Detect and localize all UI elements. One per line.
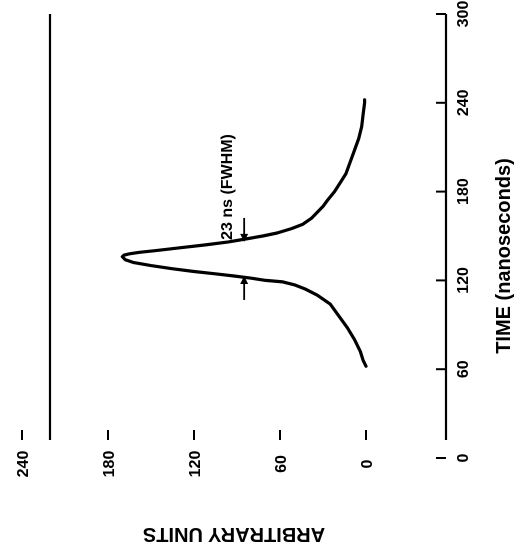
- time-tick-label: 0: [455, 453, 472, 462]
- time-axis-title: TIME (nanoseconds): [493, 158, 515, 354]
- fwhm-arrowhead-lower: [240, 275, 249, 284]
- time-tick-label: 240: [455, 89, 472, 116]
- axis-ticks: [21, 13, 446, 459]
- pulse-curve: [120, 98, 368, 368]
- value-tick-label: 120: [187, 451, 204, 478]
- time-tick-label: 300: [455, 1, 472, 28]
- tick-labels: 0 60 120 180 240 0 60 120 180 240 300 ARBITRARY UNI…: [15, 1, 515, 545]
- value-tick-label: 60: [273, 455, 290, 473]
- plot-area: [48, 14, 448, 440]
- value-axis-title: ARBITRARY UNITS: [143, 523, 325, 545]
- value-tick-label: 0: [359, 459, 376, 468]
- time-tick-label: 180: [455, 178, 472, 205]
- value-tick-label: 240: [15, 451, 32, 478]
- fwhm-arrowhead-upper: [240, 233, 249, 242]
- value-tick-label: 180: [101, 451, 118, 478]
- time-tick-label: 120: [455, 267, 472, 294]
- fwhm-annotation: 23 ns (FWHM): [219, 134, 236, 240]
- time-tick-label: 60: [455, 360, 472, 378]
- annotation-group: 23 ns (FWHM): [219, 134, 249, 300]
